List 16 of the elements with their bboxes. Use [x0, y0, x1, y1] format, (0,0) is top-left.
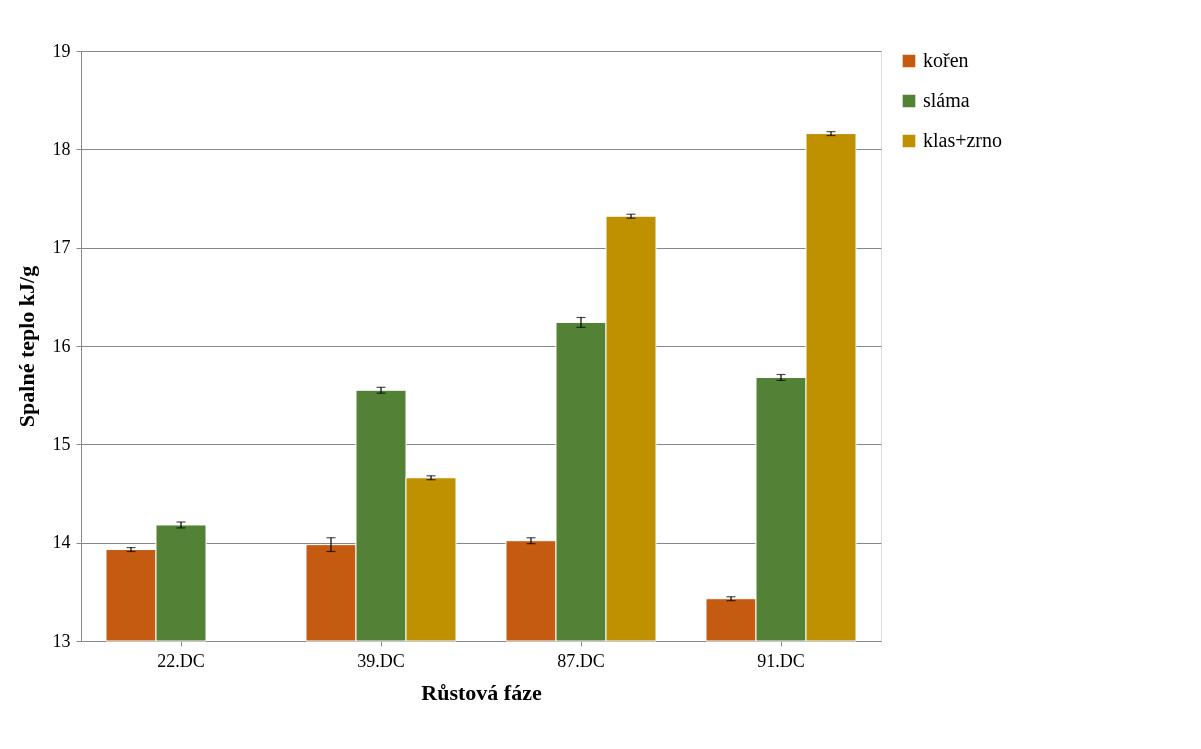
y-tick-label: 19 [52, 40, 71, 61]
y-tick-label: 16 [52, 335, 71, 356]
x-tick-label: 22.DC [157, 650, 205, 671]
y-tick-label: 18 [52, 138, 71, 159]
legend-label: sláma [923, 89, 970, 111]
x-tick-label: 91.DC [757, 650, 805, 671]
y-tick-label: 14 [52, 532, 71, 553]
x-tick-label: 87.DC [557, 650, 605, 671]
y-tick-label: 17 [52, 237, 71, 258]
y-axis-title: Spalné teplo kJ/g [13, 265, 39, 428]
y-tick-label: 15 [52, 433, 71, 454]
y-tick-label: 13 [52, 630, 71, 651]
x-axis-title: Růstová fáze [421, 679, 542, 705]
legend-label: klas+zrno [923, 129, 1003, 151]
x-tick-label: 39.DC [357, 650, 405, 671]
legend-label: kořen [923, 49, 969, 71]
